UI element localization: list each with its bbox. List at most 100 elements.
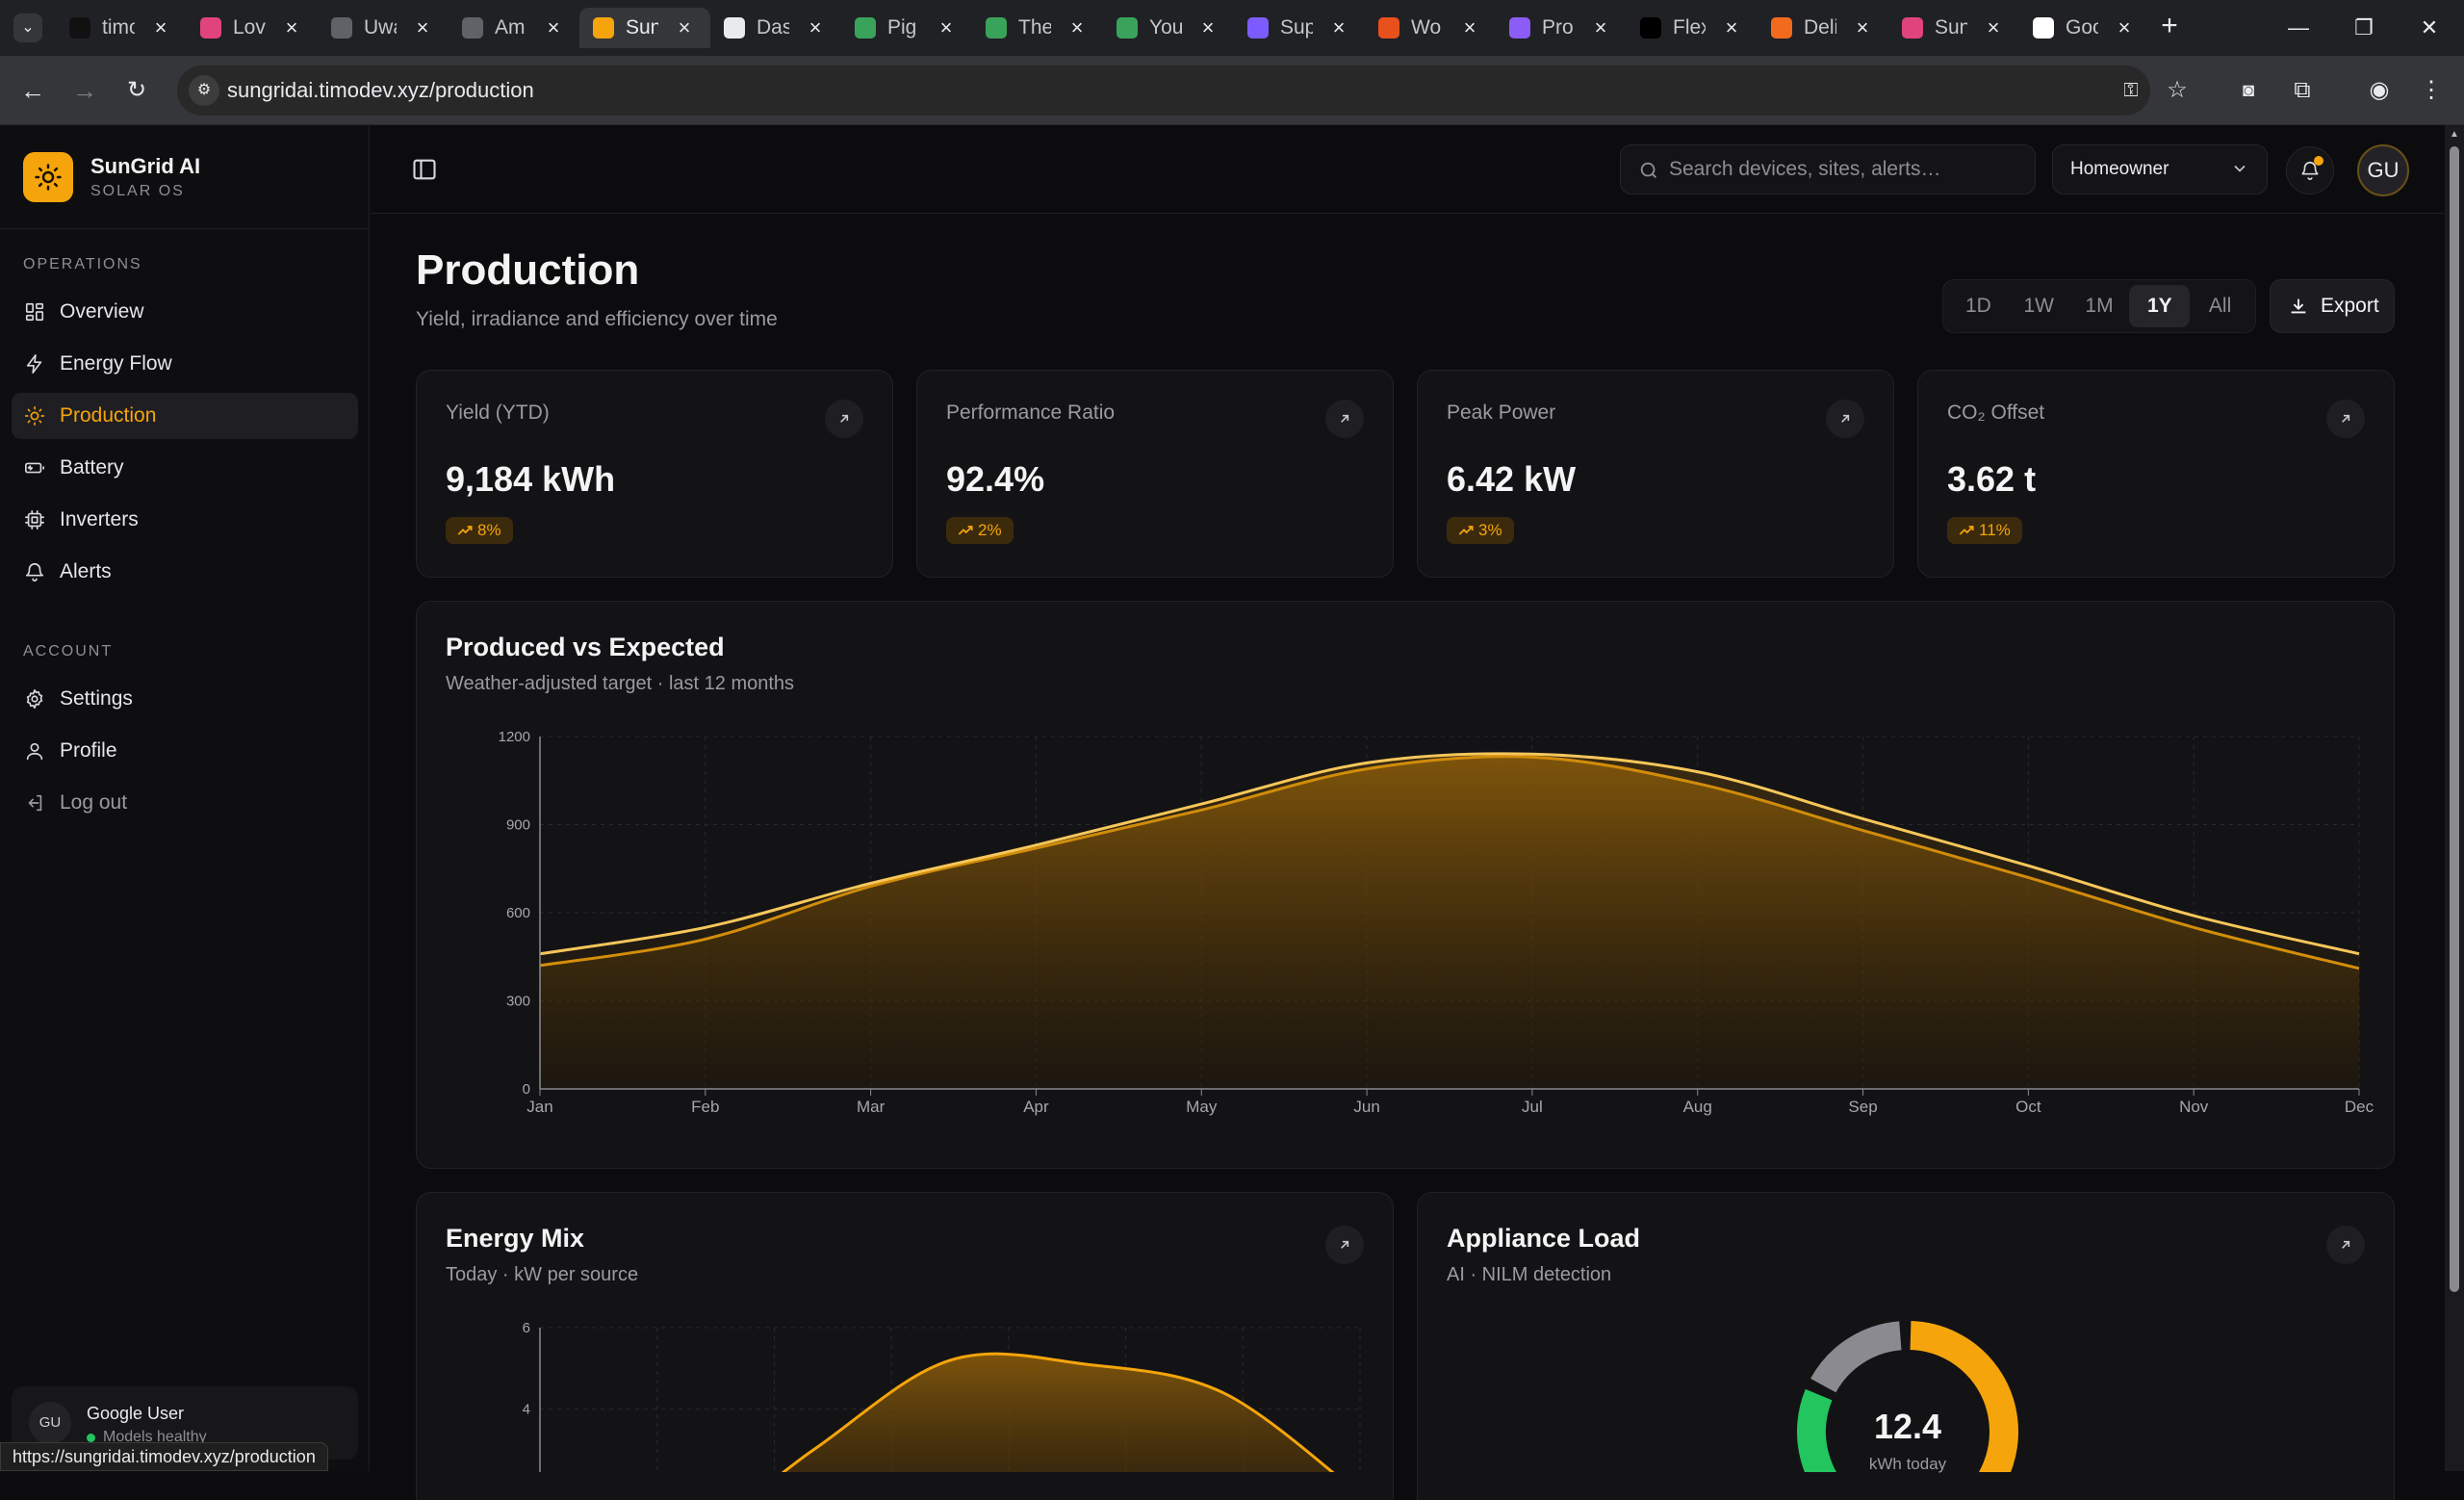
address-bar[interactable]: ⚙ sungridai.timodev.xyz/production xyxy=(177,65,2150,116)
browser-tab[interactable]: Uwa × xyxy=(318,8,449,48)
export-button[interactable]: Export xyxy=(2270,279,2395,333)
sidebar-item-log-out[interactable]: Log out xyxy=(12,780,358,826)
extensions-icon[interactable]: ⧉ xyxy=(2294,77,2311,103)
energy-mix-open-button[interactable] xyxy=(1325,1226,1364,1264)
logout-icon xyxy=(23,791,46,815)
reload-button[interactable]: ↻ xyxy=(126,77,147,103)
kpi-open-button[interactable] xyxy=(1826,400,1864,438)
sun-icon xyxy=(23,404,46,427)
y-tick-label: 1200 xyxy=(499,729,530,745)
tab-close-icon[interactable]: × xyxy=(1332,15,1346,39)
profile-icon[interactable]: ◉ xyxy=(2369,77,2390,103)
browser-menu-icon[interactable]: ⋮ xyxy=(2420,77,2443,103)
notifications-button[interactable] xyxy=(2286,146,2334,194)
search-box[interactable] xyxy=(1620,144,2036,194)
range-option[interactable]: All xyxy=(2208,295,2232,317)
kpi-open-button[interactable] xyxy=(2326,400,2365,438)
sidebar-item-inverters[interactable]: Inverters xyxy=(12,497,358,543)
kpi-open-button[interactable] xyxy=(1325,400,1364,438)
range-option[interactable]: 1Y xyxy=(2129,285,2191,327)
arrow-up-right-icon xyxy=(2342,414,2350,423)
scroll-up-icon[interactable]: ▲ xyxy=(2450,129,2459,140)
sidebar-item-production[interactable]: Production xyxy=(12,393,358,439)
sidebar-item-settings[interactable]: Settings xyxy=(12,676,358,722)
arrow-up-right-icon xyxy=(840,414,849,423)
password-key-icon[interactable]: ⚿ xyxy=(2123,80,2139,101)
role-select[interactable]: Homeowner xyxy=(2052,144,2268,194)
energy-mix-title: Energy Mix xyxy=(446,1224,585,1253)
tab-title: Goo xyxy=(2066,16,2098,39)
restore-button[interactable]: ❐ xyxy=(2354,15,2374,39)
forward-button[interactable]: → xyxy=(72,76,97,105)
tab-close-icon[interactable]: × xyxy=(154,15,167,39)
download-icon xyxy=(2291,298,2306,314)
notification-dot xyxy=(2314,156,2323,166)
browser-tab[interactable]: Goo × xyxy=(2019,8,2150,48)
browser-tab[interactable]: Wo × xyxy=(1365,8,1496,48)
sidebar-item-profile[interactable]: Profile xyxy=(12,728,358,774)
range-option[interactable]: 1W xyxy=(2023,295,2054,317)
browser-tab[interactable]: Sup × xyxy=(1234,8,1365,48)
sidebar-toggle-icon[interactable] xyxy=(411,156,438,183)
sidebar-item-overview[interactable]: Overview xyxy=(12,289,358,335)
minimize-button[interactable]: — xyxy=(2288,15,2309,39)
browser-tab[interactable]: Sun × xyxy=(1888,8,2019,48)
tab-close-icon[interactable]: × xyxy=(1725,15,1738,39)
appliance-open-button[interactable] xyxy=(2326,1226,2365,1264)
energy-mix-card: Energy Mix Today · kW per source 246 xyxy=(416,1192,1394,1500)
sidebar-item-alerts[interactable]: Alerts xyxy=(12,549,358,595)
sidebar-item-battery[interactable]: Battery xyxy=(12,445,358,491)
camera-icon[interactable]: ◙ xyxy=(2242,80,2255,101)
tab-search-button[interactable]: ⌄ xyxy=(13,13,42,42)
tab-close-icon[interactable]: × xyxy=(2118,15,2131,39)
tab-close-icon[interactable]: × xyxy=(1594,15,1607,39)
sidebar-item-energy-flow[interactable]: Energy Flow xyxy=(12,341,358,387)
url-text[interactable]: sungridai.timodev.xyz/production xyxy=(227,78,534,102)
time-range-selector: 1D 1W 1M 1Y All xyxy=(1942,279,2256,333)
tab-close-icon[interactable]: × xyxy=(808,15,822,39)
sun-logo-icon xyxy=(23,152,73,202)
back-button[interactable]: ← xyxy=(20,76,45,105)
browser-tab[interactable]: SunGrid × xyxy=(579,8,710,48)
bookmark-star-icon[interactable]: ☆ xyxy=(2167,77,2188,103)
energy-mix-chart: 246 xyxy=(523,1320,1361,1472)
new-tab-button[interactable]: + xyxy=(2161,10,2178,41)
tab-close-icon[interactable]: × xyxy=(1070,15,1084,39)
search-input[interactable] xyxy=(1669,145,2025,194)
kpi-label: Performance Ratio xyxy=(946,401,1116,424)
link-hover-status: https://sungridai.timodev.xyz/production xyxy=(0,1442,328,1471)
browser-tab[interactable]: Pro × xyxy=(1496,8,1627,48)
donut-slice xyxy=(1810,1321,1903,1393)
close-window-button[interactable]: ✕ xyxy=(2420,15,2439,39)
user-avatar-button[interactable]: GU xyxy=(2357,144,2409,196)
tab-close-icon[interactable]: × xyxy=(285,15,298,39)
range-option[interactable]: 1D xyxy=(1964,295,1991,317)
browser-tab[interactable]: timo × xyxy=(56,8,187,48)
browser-tab[interactable]: Flex × xyxy=(1627,8,1758,48)
browser-tab[interactable]: Dash × xyxy=(710,8,841,48)
browser-tab[interactable]: You × xyxy=(1103,8,1234,48)
browser-tab[interactable]: Pig × xyxy=(841,8,972,48)
kpi-open-button[interactable] xyxy=(825,400,863,438)
tab-close-icon[interactable]: × xyxy=(1856,15,1869,39)
tab-close-icon[interactable]: × xyxy=(939,15,953,39)
page-scrollbar[interactable]: ▲ xyxy=(2445,125,2464,1471)
site-info-icon[interactable]: ⚙ xyxy=(189,75,219,106)
trend-up-icon xyxy=(1458,526,1474,535)
tab-close-icon[interactable]: × xyxy=(1463,15,1476,39)
browser-tab[interactable]: Am × xyxy=(449,8,579,48)
chart-subtitle: Weather-adjusted target · last 12 months xyxy=(446,673,795,694)
brand[interactable]: SunGrid AI SOLAR OS xyxy=(23,152,200,202)
browser-tab[interactable]: Lovable × xyxy=(187,8,318,48)
range-option[interactable]: 1M xyxy=(2085,295,2114,317)
tab-close-icon[interactable]: × xyxy=(416,15,429,39)
tab-close-icon[interactable]: × xyxy=(547,15,560,39)
tab-close-icon[interactable]: × xyxy=(1987,15,2000,39)
browser-tab[interactable]: Deli × xyxy=(1758,8,1888,48)
tab-close-icon[interactable]: × xyxy=(678,15,691,39)
sidebar-item-label: Profile xyxy=(60,739,117,762)
browser-tab[interactable]: The × xyxy=(972,8,1103,48)
tab-close-icon[interactable]: × xyxy=(1201,15,1215,39)
kpi-delta: 3% xyxy=(1478,521,1502,539)
scroll-thumb[interactable] xyxy=(2450,146,2459,1292)
